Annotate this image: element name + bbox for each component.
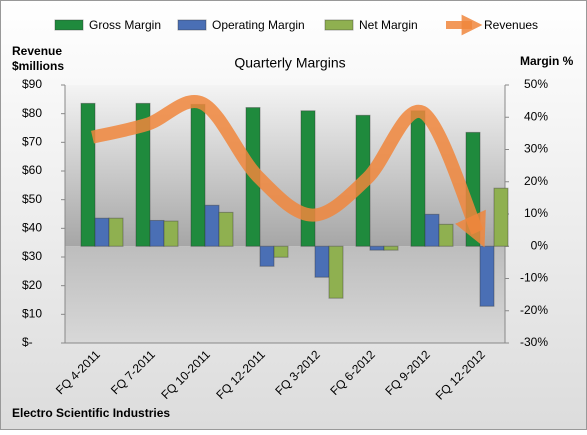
y-tick-label: $20	[22, 278, 42, 292]
bar	[149, 219, 165, 247]
legend-label: Gross Margin	[89, 18, 161, 32]
bar	[479, 245, 495, 307]
bar	[108, 217, 124, 247]
legend-swatch	[177, 19, 207, 31]
y-tick-label: $50	[22, 192, 42, 206]
chart-title: Quarterly Margins	[234, 55, 345, 71]
y2-tick-label: 30%	[524, 142, 548, 156]
y2-tick-label: 10%	[524, 206, 548, 220]
y2-tick-label: 0%	[531, 238, 549, 252]
bar	[163, 220, 179, 247]
bar	[493, 187, 509, 247]
y-tick-label: $60	[22, 163, 42, 177]
bar	[300, 110, 316, 247]
plot-area	[65, 246, 505, 343]
footer: Electro Scientific Industries	[12, 406, 170, 420]
y-tick-label: $80	[22, 106, 42, 120]
bar	[369, 245, 385, 251]
bar	[80, 102, 96, 247]
bar	[273, 245, 289, 258]
bar	[259, 245, 275, 267]
y2-tick-label: 50%	[524, 77, 548, 91]
y-tick-label: $-	[22, 335, 33, 349]
bar	[424, 213, 440, 247]
y-axis-title: Revenue $millions	[12, 44, 64, 73]
line	[91, 95, 486, 248]
legend-swatch	[54, 19, 84, 31]
y2-tick-label: -20%	[520, 303, 548, 317]
bar	[328, 245, 344, 299]
legend-label: Net Margin	[359, 18, 418, 32]
bar	[135, 102, 151, 247]
y2-axis-title: Margin %	[520, 54, 574, 68]
y-axis-title-line: $millions	[12, 59, 64, 73]
legend-label: Revenues	[484, 18, 538, 32]
bar	[218, 211, 234, 247]
legend-swatch	[324, 19, 354, 31]
bar	[383, 245, 399, 251]
y-tick-label: $90	[22, 77, 42, 91]
y2-tick-label: 40%	[524, 109, 548, 123]
y2-tick-label: 20%	[524, 174, 548, 188]
bar	[190, 103, 206, 247]
bar	[438, 223, 454, 247]
y2-tick-label: -10%	[520, 271, 548, 285]
y-tick-label: $10	[22, 307, 42, 321]
bar	[410, 110, 426, 247]
y-tick-label: $70	[22, 135, 42, 149]
y-tick-label: $30	[22, 249, 42, 263]
bar	[204, 204, 220, 247]
bar	[94, 217, 110, 247]
bar	[314, 245, 330, 278]
y-axis-title-line: Revenue	[12, 44, 62, 58]
y2-tick-label: -30%	[520, 335, 548, 349]
legend-label: Operating Margin	[212, 18, 305, 32]
y-tick-label: $40	[22, 221, 42, 235]
